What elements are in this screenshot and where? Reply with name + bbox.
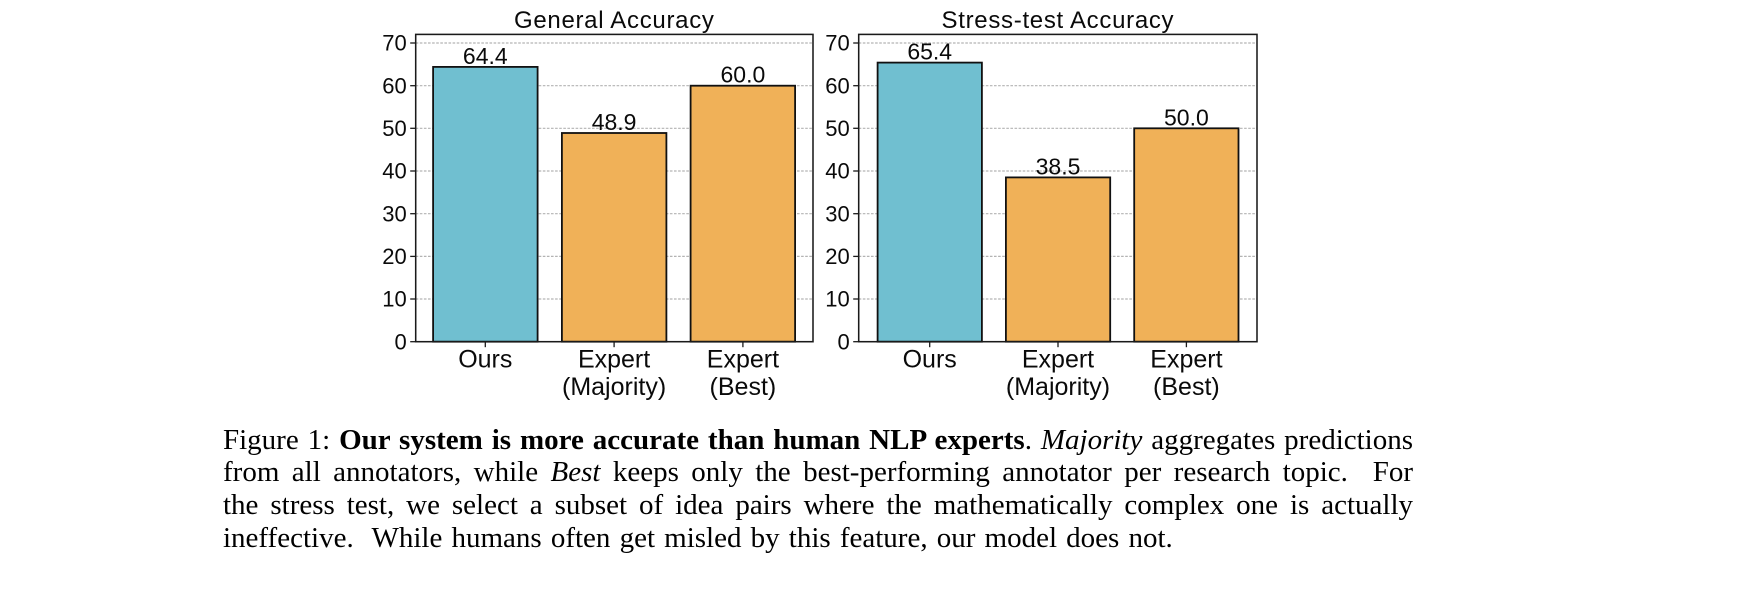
svg-text:Expert: Expert [578, 346, 650, 374]
svg-text:(Best): (Best) [710, 373, 777, 401]
svg-text:40: 40 [825, 159, 849, 184]
svg-text:Expert: Expert [707, 346, 779, 374]
svg-text:0: 0 [394, 329, 406, 354]
svg-text:10: 10 [825, 287, 849, 312]
svg-text:64.4: 64.4 [463, 43, 508, 69]
svg-text:60: 60 [382, 73, 406, 98]
svg-text:Ours: Ours [458, 346, 512, 374]
svg-text:50: 50 [825, 116, 849, 141]
svg-text:(Best): (Best) [1153, 373, 1220, 401]
svg-text:Expert: Expert [1150, 346, 1222, 374]
svg-text:Stress-test Accuracy: Stress-test Accuracy [942, 7, 1175, 34]
svg-text:(Majority): (Majority) [562, 373, 666, 401]
svg-text:Expert: Expert [1022, 346, 1094, 374]
svg-text:38.5: 38.5 [1036, 153, 1081, 179]
svg-text:50.0: 50.0 [1164, 104, 1209, 130]
svg-text:50: 50 [382, 116, 406, 141]
svg-text:20: 20 [382, 244, 406, 269]
svg-text:70: 70 [382, 31, 406, 56]
svg-text:70: 70 [825, 31, 849, 56]
svg-text:20: 20 [825, 244, 849, 269]
svg-text:40: 40 [382, 159, 406, 184]
svg-text:0: 0 [837, 329, 849, 354]
svg-text:Ours: Ours [903, 346, 957, 374]
svg-text:General Accuracy: General Accuracy [514, 7, 715, 34]
svg-text:(Majority): (Majority) [1006, 373, 1110, 401]
svg-text:65.4: 65.4 [907, 39, 952, 65]
svg-text:60.0: 60.0 [721, 62, 766, 88]
svg-text:30: 30 [382, 201, 406, 226]
svg-text:48.9: 48.9 [592, 109, 637, 135]
svg-text:60: 60 [825, 73, 849, 98]
svg-text:30: 30 [825, 201, 849, 226]
svg-text:10: 10 [382, 287, 406, 312]
